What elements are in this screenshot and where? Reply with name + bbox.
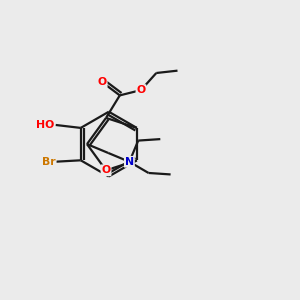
Text: N: N xyxy=(125,157,134,167)
Text: O: O xyxy=(101,165,111,175)
Text: Br: Br xyxy=(42,157,56,167)
Text: O: O xyxy=(136,85,146,95)
Text: O: O xyxy=(98,77,107,87)
Text: HO: HO xyxy=(36,120,54,130)
